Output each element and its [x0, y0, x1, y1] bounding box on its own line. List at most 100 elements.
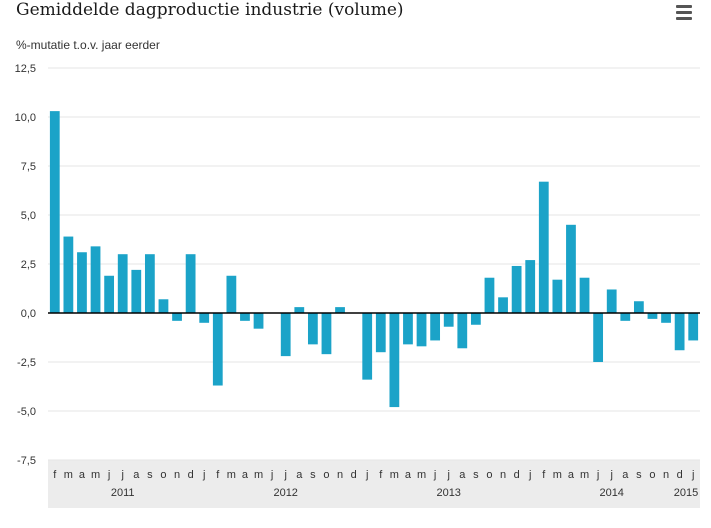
y-tick-label: 2,5: [21, 259, 36, 271]
x-tick-label: a: [242, 469, 249, 481]
x-tick-label: j: [365, 469, 368, 481]
bar[interactable]: [620, 313, 631, 321]
x-tick-label: f: [542, 469, 546, 481]
x-tick-label: m: [64, 469, 73, 481]
x-tick-label: f: [53, 469, 57, 481]
x-tick-label: j: [446, 469, 449, 481]
x-tick-label: m: [580, 469, 589, 481]
bar[interactable]: [484, 277, 495, 313]
bar[interactable]: [321, 313, 332, 355]
y-tick-label: -7,5: [17, 455, 36, 467]
x-tick-label: d: [351, 469, 357, 481]
y-tick-label: -2,5: [17, 357, 36, 369]
y-tick-label: 5,0: [21, 210, 36, 222]
x-tick-label: n: [663, 469, 669, 481]
bar[interactable]: [470, 313, 481, 325]
bar[interactable]: [593, 313, 604, 362]
x-tick-label: m: [254, 469, 263, 481]
bar[interactable]: [144, 254, 155, 313]
bar[interactable]: [63, 236, 74, 313]
x-tick-label: d: [677, 469, 683, 481]
x-tick-label: j: [528, 469, 531, 481]
x-tick-label: m: [227, 469, 236, 481]
x-axis-band: [48, 460, 700, 508]
bar[interactable]: [77, 252, 87, 313]
bar[interactable]: [661, 313, 671, 323]
bar[interactable]: [253, 313, 264, 329]
bar[interactable]: [375, 313, 386, 353]
x-tick-label: s: [473, 469, 479, 481]
bar[interactable]: [158, 299, 169, 313]
bar[interactable]: [443, 313, 454, 327]
x-tick-label: a: [405, 469, 412, 481]
x-tick-label: a: [622, 469, 629, 481]
bar[interactable]: [511, 265, 522, 313]
bar[interactable]: [104, 275, 115, 313]
bar[interactable]: [49, 111, 60, 314]
x-tick-label: a: [568, 469, 575, 481]
bar[interactable]: [389, 313, 400, 408]
year-label: 2013: [436, 487, 460, 499]
bar[interactable]: [117, 254, 128, 313]
bar[interactable]: [416, 313, 427, 347]
bar[interactable]: [335, 307, 345, 313]
bar[interactable]: [362, 313, 373, 380]
x-tick-label: j: [270, 469, 273, 481]
x-tick-label: a: [133, 469, 140, 481]
bar[interactable]: [199, 313, 210, 323]
x-tick-label: j: [283, 469, 286, 481]
bar[interactable]: [240, 313, 250, 321]
x-tick-label: j: [120, 469, 123, 481]
bar[interactable]: [647, 313, 658, 319]
year-label: 2012: [273, 487, 297, 499]
bar[interactable]: [131, 269, 142, 313]
x-tick-label: s: [310, 469, 316, 481]
bar[interactable]: [403, 313, 413, 345]
bar[interactable]: [525, 260, 536, 313]
bar[interactable]: [294, 307, 305, 313]
y-tick-label: 12,5: [15, 63, 36, 75]
bar[interactable]: [688, 313, 699, 341]
bar[interactable]: [674, 313, 685, 351]
x-tick-label: j: [202, 469, 205, 481]
bar[interactable]: [579, 277, 590, 313]
bar[interactable]: [226, 275, 237, 313]
x-tick-label: o: [486, 469, 492, 481]
bar[interactable]: [90, 246, 101, 313]
x-tick-label: j: [691, 469, 694, 481]
x-tick-label: n: [500, 469, 506, 481]
x-tick-label: n: [337, 469, 343, 481]
bar[interactable]: [457, 313, 468, 349]
bar[interactable]: [566, 224, 576, 313]
bars: [49, 111, 699, 408]
y-tick-label: 0,0: [21, 308, 36, 320]
x-tick-label: a: [296, 469, 303, 481]
bar[interactable]: [185, 254, 196, 313]
year-label: 2015: [674, 487, 698, 499]
bar[interactable]: [606, 289, 617, 313]
x-tick-label: m: [417, 469, 426, 481]
hamburger-menu-icon[interactable]: [672, 2, 696, 22]
bar[interactable]: [633, 301, 644, 313]
x-tick-label: a: [79, 469, 86, 481]
bar[interactable]: [212, 313, 223, 386]
x-tick-label: a: [459, 469, 466, 481]
x-tick-label: j: [609, 469, 612, 481]
x-tick-label: d: [188, 469, 194, 481]
year-label: 2014: [599, 487, 623, 499]
x-tick-label: m: [91, 469, 100, 481]
bar[interactable]: [498, 297, 508, 313]
y-axis-unit-label: %-mutatie t.o.v. jaar eerder: [16, 38, 160, 52]
x-axis-year-labels: 2011 2012 2013 2014 2015: [111, 487, 698, 499]
bar[interactable]: [538, 181, 549, 313]
bar[interactable]: [552, 279, 563, 313]
x-tick-label: d: [514, 469, 520, 481]
x-tick-label: n: [174, 469, 180, 481]
y-tick-label: 10,0: [15, 112, 36, 124]
bar[interactable]: [172, 313, 182, 321]
bar[interactable]: [430, 313, 441, 341]
bar[interactable]: [307, 313, 318, 345]
y-axis-ticks: 12,5 10,0 7,5 5,0 2,5 0,0 -2,5 -5,0 -7,5: [15, 63, 36, 467]
bar[interactable]: [280, 313, 291, 357]
